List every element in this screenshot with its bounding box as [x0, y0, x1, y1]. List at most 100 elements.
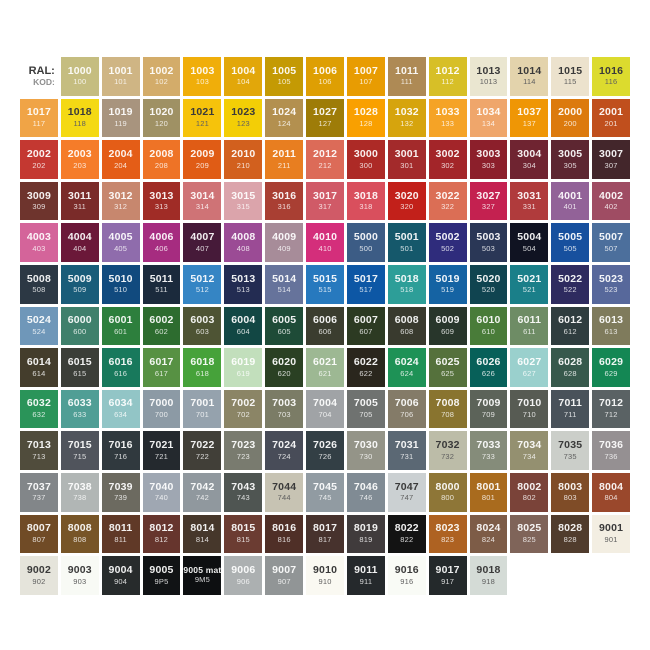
- color-swatch-1014[interactable]: 1014 114: [510, 57, 549, 96]
- color-swatch-6018[interactable]: 6018 618: [183, 348, 222, 387]
- color-swatch-6020[interactable]: 6020 620: [265, 348, 304, 387]
- color-swatch-7001[interactable]: 7001 701: [183, 389, 222, 429]
- color-swatch-7011[interactable]: 7011 711: [551, 389, 590, 429]
- color-swatch-9002[interactable]: 9002 902: [20, 556, 58, 595]
- color-swatch-6007[interactable]: 6007 607: [347, 306, 385, 346]
- color-swatch-5019[interactable]: 5019 519: [428, 264, 467, 304]
- color-swatch-6009[interactable]: 6009 609: [428, 306, 467, 346]
- color-swatch-6011[interactable]: 6011 611: [510, 306, 549, 346]
- color-swatch-9011[interactable]: 9011 911: [347, 556, 385, 595]
- color-swatch-1034[interactable]: 1034 134: [469, 98, 508, 138]
- color-swatch-5017[interactable]: 5017 517: [347, 264, 385, 304]
- color-swatch-2010[interactable]: 2010 210: [224, 140, 263, 179]
- color-swatch-8025[interactable]: 8025 825: [510, 514, 549, 554]
- color-swatch-8000[interactable]: 8000 800: [428, 472, 467, 512]
- color-swatch-6013[interactable]: 6013 613: [592, 306, 630, 346]
- color-swatch-7015[interactable]: 7015 715: [60, 431, 99, 470]
- color-swatch-7043[interactable]: 7043 743: [224, 472, 263, 512]
- color-swatch-7033[interactable]: 7033 733: [469, 431, 508, 470]
- color-swatch-1001[interactable]: 1001 101: [101, 57, 140, 96]
- color-swatch-8015[interactable]: 8015 815: [224, 514, 263, 554]
- color-swatch-6025[interactable]: 6025 625: [428, 348, 467, 387]
- color-swatch-5021[interactable]: 5021 521: [510, 264, 549, 304]
- color-swatch-7022[interactable]: 7022 722: [183, 431, 222, 470]
- color-swatch-6022[interactable]: 6022 622: [347, 348, 385, 387]
- color-swatch-6008[interactable]: 6008 608: [387, 306, 426, 346]
- color-swatch-1028[interactable]: 1028 128: [347, 98, 385, 138]
- color-swatch-7002[interactable]: 7002 702: [224, 389, 263, 429]
- color-swatch-5001[interactable]: 5001 501: [387, 223, 426, 262]
- color-swatch-3014[interactable]: 3014 314: [183, 181, 222, 221]
- color-swatch-4001[interactable]: 4001 401: [551, 181, 590, 221]
- color-swatch-1002[interactable]: 1002 102: [142, 57, 181, 96]
- color-swatch-8017[interactable]: 8017 817: [306, 514, 344, 554]
- color-swatch-4006[interactable]: 4006 406: [142, 223, 181, 262]
- color-swatch-1032[interactable]: 1032 132: [387, 98, 426, 138]
- color-swatch-8019[interactable]: 8019 819: [347, 514, 385, 554]
- color-swatch-6016[interactable]: 6016 616: [101, 348, 140, 387]
- color-swatch-6012[interactable]: 6012 612: [551, 306, 590, 346]
- color-swatch-2004[interactable]: 2004 204: [101, 140, 140, 179]
- color-swatch-7034[interactable]: 7034 734: [510, 431, 549, 470]
- color-swatch-7024[interactable]: 7024 724: [265, 431, 304, 470]
- color-swatch-4002[interactable]: 4002 402: [592, 181, 630, 221]
- color-swatch-1005[interactable]: 1005 105: [265, 57, 304, 96]
- color-swatch-2001[interactable]: 2001 201: [592, 98, 630, 138]
- color-swatch-5007[interactable]: 5007 507: [592, 223, 630, 262]
- color-swatch-5011[interactable]: 5011 511: [142, 264, 181, 304]
- color-swatch-2011[interactable]: 2011 211: [265, 140, 304, 179]
- color-swatch-7045[interactable]: 7045 745: [306, 472, 344, 512]
- color-swatch-7042[interactable]: 7042 742: [183, 472, 222, 512]
- color-swatch-3031[interactable]: 3031 331: [510, 181, 549, 221]
- color-swatch-7036[interactable]: 7036 736: [592, 431, 630, 470]
- color-swatch-5024[interactable]: 5024 524: [20, 306, 58, 346]
- color-swatch-1019[interactable]: 1019 119: [101, 98, 140, 138]
- color-swatch-5005[interactable]: 5005 505: [551, 223, 590, 262]
- color-swatch-9016[interactable]: 9016 916: [387, 556, 426, 595]
- color-swatch-8007[interactable]: 8007 807: [20, 514, 58, 554]
- color-swatch-9001[interactable]: 9001 901: [592, 514, 630, 554]
- color-swatch-5023[interactable]: 5023 523: [592, 264, 630, 304]
- color-swatch-3004[interactable]: 3004 304: [510, 140, 549, 179]
- color-swatch-7012[interactable]: 7012 712: [592, 389, 630, 429]
- color-swatch-8011[interactable]: 8011 811: [101, 514, 140, 554]
- color-swatch-1023[interactable]: 1023 123: [224, 98, 263, 138]
- color-swatch-7030[interactable]: 7030 730: [347, 431, 385, 470]
- color-swatch-6006[interactable]: 6006 606: [306, 306, 344, 346]
- color-swatch-4004[interactable]: 4004 404: [60, 223, 99, 262]
- color-swatch-5014[interactable]: 5014 514: [265, 264, 304, 304]
- color-swatch-5000[interactable]: 5000 500: [347, 223, 385, 262]
- color-swatch-3005[interactable]: 3005 305: [551, 140, 590, 179]
- color-swatch-7037[interactable]: 7037 737: [20, 472, 58, 512]
- color-swatch-7021[interactable]: 7021 721: [142, 431, 181, 470]
- color-swatch-7000[interactable]: 7000 700: [142, 389, 181, 429]
- color-swatch-1004[interactable]: 1004 104: [224, 57, 263, 96]
- color-swatch-3011[interactable]: 3011 311: [60, 181, 99, 221]
- color-swatch-8016[interactable]: 8016 816: [265, 514, 304, 554]
- color-swatch-7044[interactable]: 7044 744: [265, 472, 304, 512]
- color-swatch-7013[interactable]: 7013 713: [20, 431, 58, 470]
- color-swatch-9006[interactable]: 9006 906: [224, 556, 263, 595]
- color-swatch-3015[interactable]: 3015 315: [224, 181, 263, 221]
- color-swatch-3009[interactable]: 3009 309: [20, 181, 58, 221]
- color-swatch-7026[interactable]: 7026 726: [306, 431, 344, 470]
- color-swatch-8028[interactable]: 8028 828: [551, 514, 590, 554]
- color-swatch-2008[interactable]: 2008 208: [142, 140, 181, 179]
- color-swatch-1024[interactable]: 1024 124: [265, 98, 304, 138]
- color-swatch-5002[interactable]: 5002 502: [428, 223, 467, 262]
- color-swatch-3022[interactable]: 3022 322: [428, 181, 467, 221]
- color-swatch-3002[interactable]: 3002 302: [428, 140, 467, 179]
- color-swatch-6028[interactable]: 6028 628: [551, 348, 590, 387]
- color-swatch-7031[interactable]: 7031 731: [387, 431, 426, 470]
- color-swatch-9018[interactable]: 9018 918: [469, 556, 508, 595]
- color-swatch-6002[interactable]: 6002 602: [142, 306, 181, 346]
- color-swatch-6021[interactable]: 6021 621: [306, 348, 344, 387]
- color-swatch-8004[interactable]: 8004 804: [592, 472, 630, 512]
- color-swatch-8023[interactable]: 8023 823: [428, 514, 467, 554]
- color-swatch-3001[interactable]: 3001 301: [387, 140, 426, 179]
- color-swatch-4007[interactable]: 4007 407: [183, 223, 222, 262]
- color-swatch-1006[interactable]: 1006 106: [306, 57, 344, 96]
- color-swatch-4009[interactable]: 4009 409: [265, 223, 304, 262]
- color-swatch-1017[interactable]: 1017 117: [20, 98, 58, 138]
- color-swatch-9007[interactable]: 9007 907: [265, 556, 304, 595]
